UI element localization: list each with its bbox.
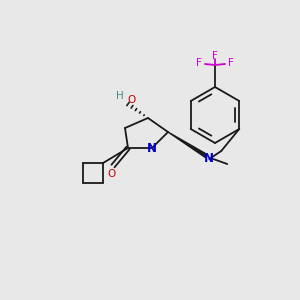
Text: O: O bbox=[127, 95, 135, 105]
Text: F: F bbox=[228, 58, 234, 68]
Text: H: H bbox=[116, 91, 124, 101]
Text: O: O bbox=[107, 169, 115, 179]
Text: F: F bbox=[212, 51, 218, 61]
Text: N: N bbox=[204, 152, 214, 166]
Text: F: F bbox=[196, 58, 202, 68]
Polygon shape bbox=[168, 132, 207, 158]
Text: N: N bbox=[147, 142, 157, 154]
